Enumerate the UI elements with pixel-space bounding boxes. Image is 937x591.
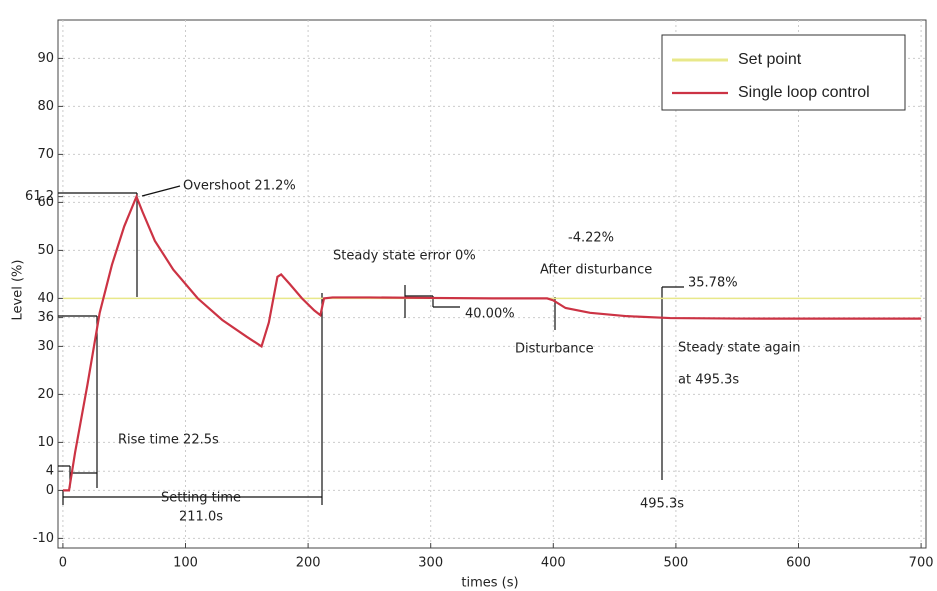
y-tick-label: -10: [33, 531, 54, 546]
annotation: 35.78%: [688, 276, 738, 291]
annotation: Rise time 22.5s: [118, 433, 219, 448]
x-tick-label: 100: [173, 556, 198, 571]
y-tick-label: 61.2: [25, 189, 54, 204]
annotation: Overshoot 21.2%: [183, 179, 296, 194]
y-tick-label: 50: [37, 243, 54, 258]
annotation: Steady state again: [678, 341, 801, 356]
annotation: Setting time: [161, 491, 241, 506]
annotation: 211.0s: [179, 510, 223, 525]
y-tick-label: 0: [46, 483, 54, 498]
annotation: After disturbance: [540, 263, 652, 278]
x-tick-label: 700: [909, 556, 934, 571]
annotation: Disturbance: [515, 342, 594, 357]
annotation: -4.22%: [568, 231, 614, 246]
x-tick-label: 300: [418, 556, 443, 571]
legend-label: Single loop control: [738, 84, 870, 101]
y-tick-label: 30: [37, 339, 54, 354]
annotation: 495.3s: [640, 497, 684, 512]
y-axis-label: Level (%): [11, 260, 26, 321]
x-tick-label: 0: [59, 556, 67, 571]
y-tick-label: 70: [37, 147, 54, 162]
plot-frame: [57, 19, 927, 549]
annotation: Steady state error 0%: [333, 249, 476, 264]
legend-box: [661, 34, 906, 111]
y-tick-label: 4: [46, 464, 54, 479]
series-line: [62, 193, 922, 492]
annotation-line: [141, 185, 181, 197]
annotation: at 495.3s: [678, 373, 739, 388]
y-tick-label: 90: [37, 51, 54, 66]
y-tick-label: 60: [37, 195, 54, 210]
y-tick-label: 20: [37, 387, 54, 402]
x-tick-label: 500: [663, 556, 688, 571]
x-tick-label: 600: [786, 556, 811, 571]
y-tick-label: 10: [37, 435, 54, 450]
y-tick-label: 40: [37, 291, 54, 306]
x-tick-label: 400: [541, 556, 566, 571]
x-tick-label: 200: [296, 556, 321, 571]
x-axis-label: times (s): [461, 576, 518, 591]
y-tick-label: 36: [37, 310, 54, 325]
legend-label: Set point: [738, 51, 802, 68]
annotation: 40.00%: [465, 307, 515, 322]
y-tick-label: 80: [37, 99, 54, 114]
